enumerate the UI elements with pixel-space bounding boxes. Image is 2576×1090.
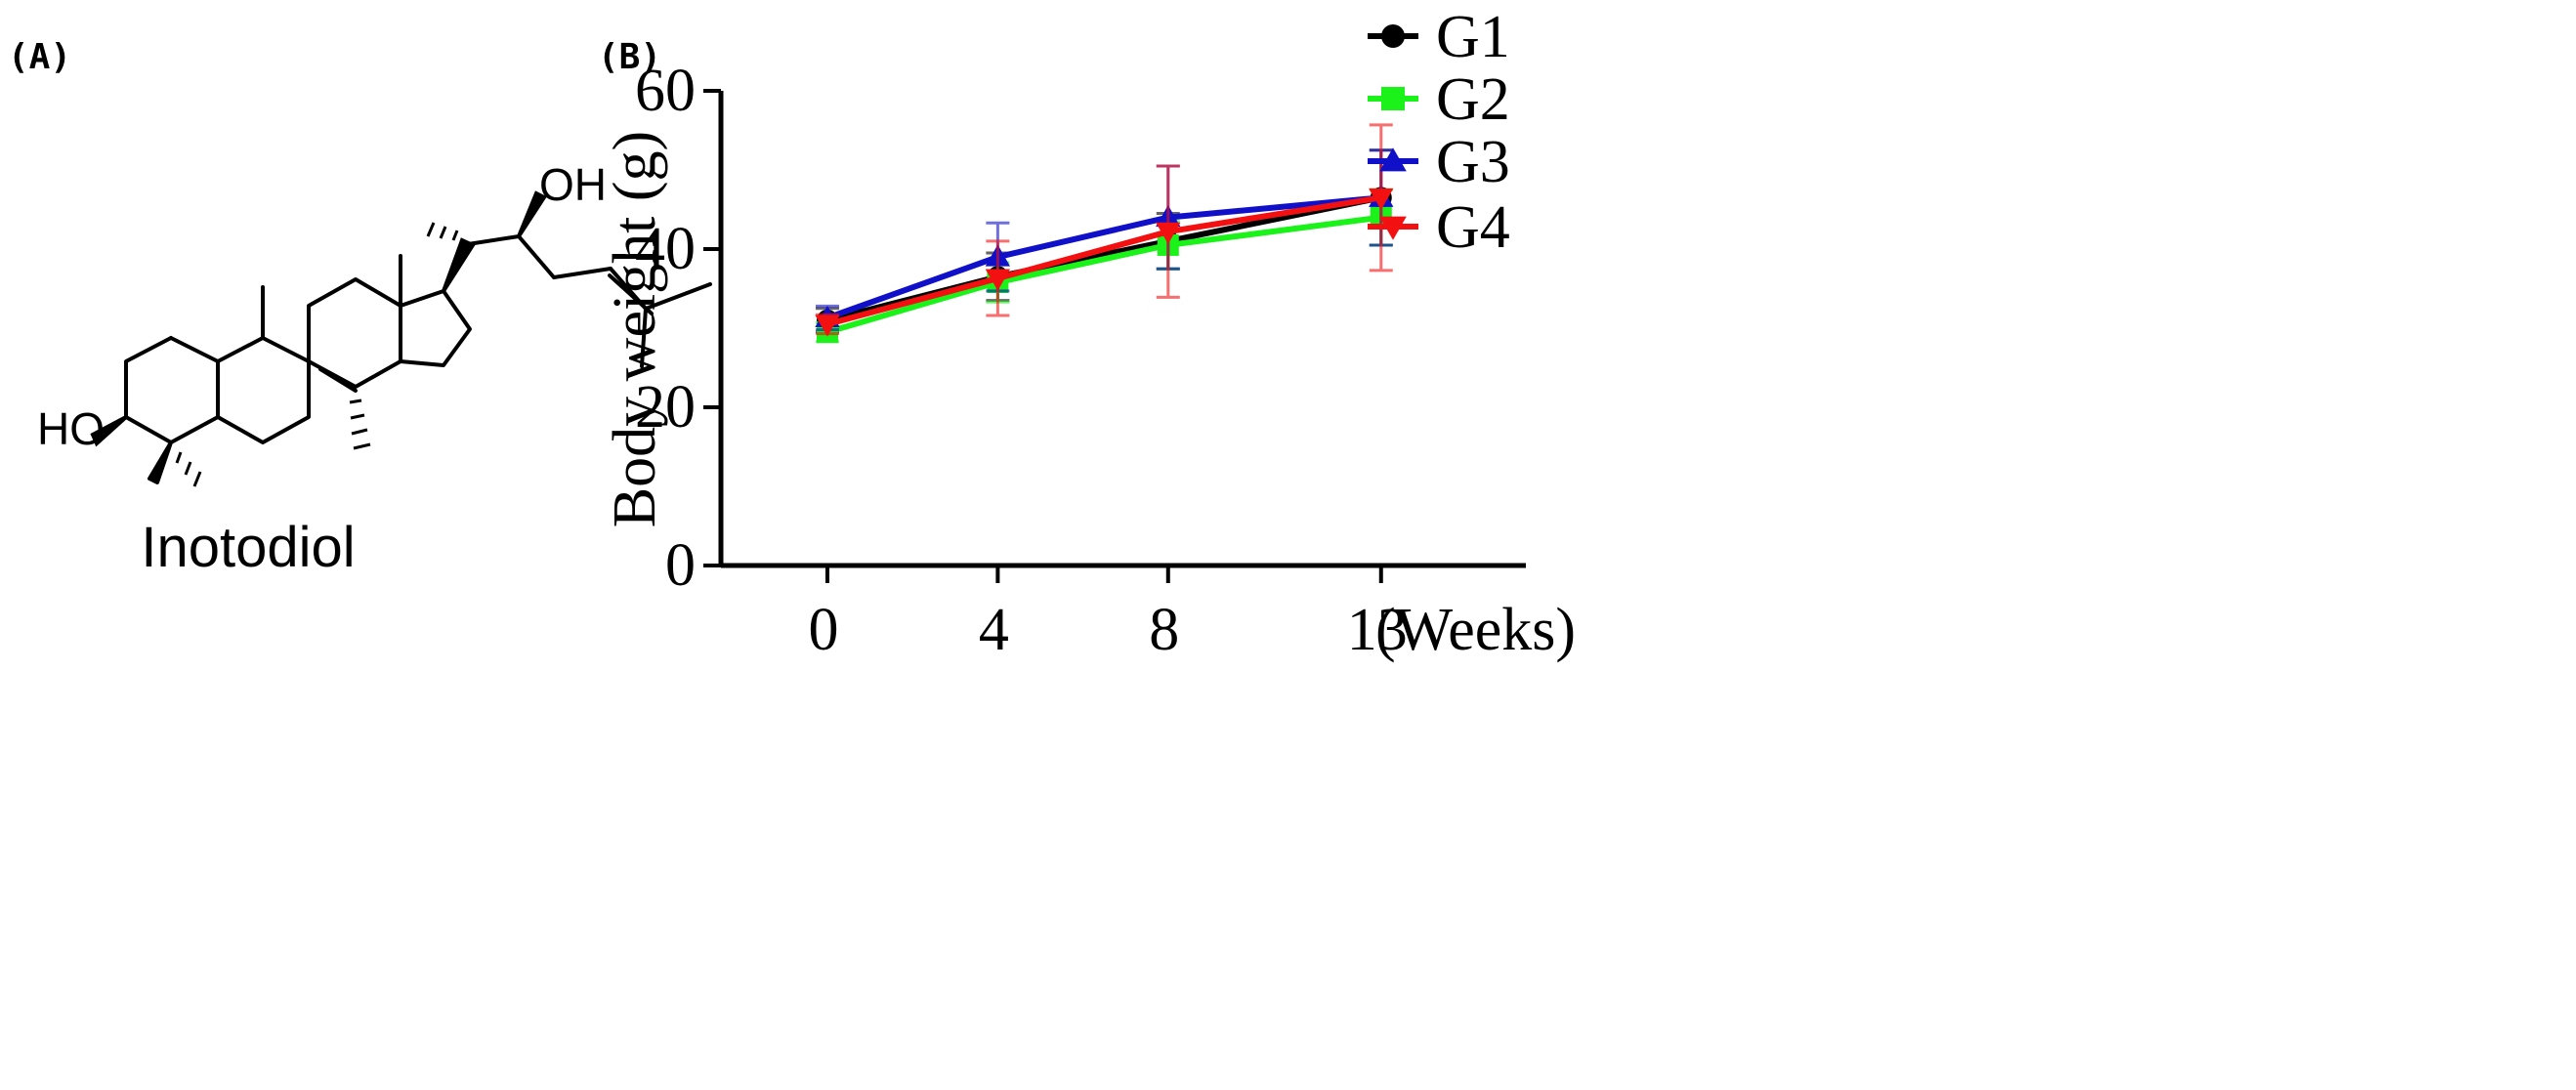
series-line-g4 [826,194,1382,327]
compound-name: Inotodiol [141,516,355,579]
data-point-g4 [1369,188,1394,210]
legend-marker-g3 [1379,147,1407,172]
x-tick-label: 13 [1347,597,1408,663]
hydroxyl-left-label: HO [37,403,105,454]
legend-label-g4: G4 [1436,194,1510,261]
data-point-g4 [1156,222,1181,244]
series-line-g3 [825,194,1382,321]
data-point-g4 [815,314,840,337]
panel-b: (B) Body weight (g) (Weeks) 0 20 40 60 0 4 8 13… [598,4,1576,663]
data-point-g4 [985,269,1011,291]
panel-a-label: (A) [8,37,71,77]
axes: 0 20 40 60 0 4 8 13 [635,58,1526,663]
series-g4 [815,123,1394,337]
legend-item-g2: G2 [1368,66,1510,133]
y-tick-label: 40 [635,216,696,282]
legend-label-g2: G2 [1436,66,1510,133]
x-tick-label: 8 [1149,597,1179,663]
stereo-bonds [90,190,547,487]
panel-b-label: (B) [598,37,661,77]
legend-marker-g4 [1379,216,1407,240]
y-tick-label: 60 [635,58,696,124]
panel-a: (A) [8,37,712,579]
x-tick-label: 4 [979,597,1009,663]
x-unit-label: (Weeks) [1375,597,1576,663]
legend-item-g3: G3 [1368,129,1510,195]
series-line-g2 [826,214,1382,335]
legend-label-g3: G3 [1436,129,1510,195]
legend-marker-g2 [1381,87,1405,110]
legend-label-g1: G1 [1436,4,1510,70]
y-tick-label: 20 [635,374,696,440]
legend-item-g4: G4 [1368,194,1510,261]
y-axis-title: Body weight (g) [602,131,668,527]
series-layer [815,123,1394,344]
legend-item-g1: G1 [1368,4,1510,70]
y-tick-label: 0 [665,532,696,599]
legend-marker-g1 [1381,24,1405,48]
x-tick-label: 0 [808,597,838,663]
hydroxyl-top-label: OH [539,159,607,210]
